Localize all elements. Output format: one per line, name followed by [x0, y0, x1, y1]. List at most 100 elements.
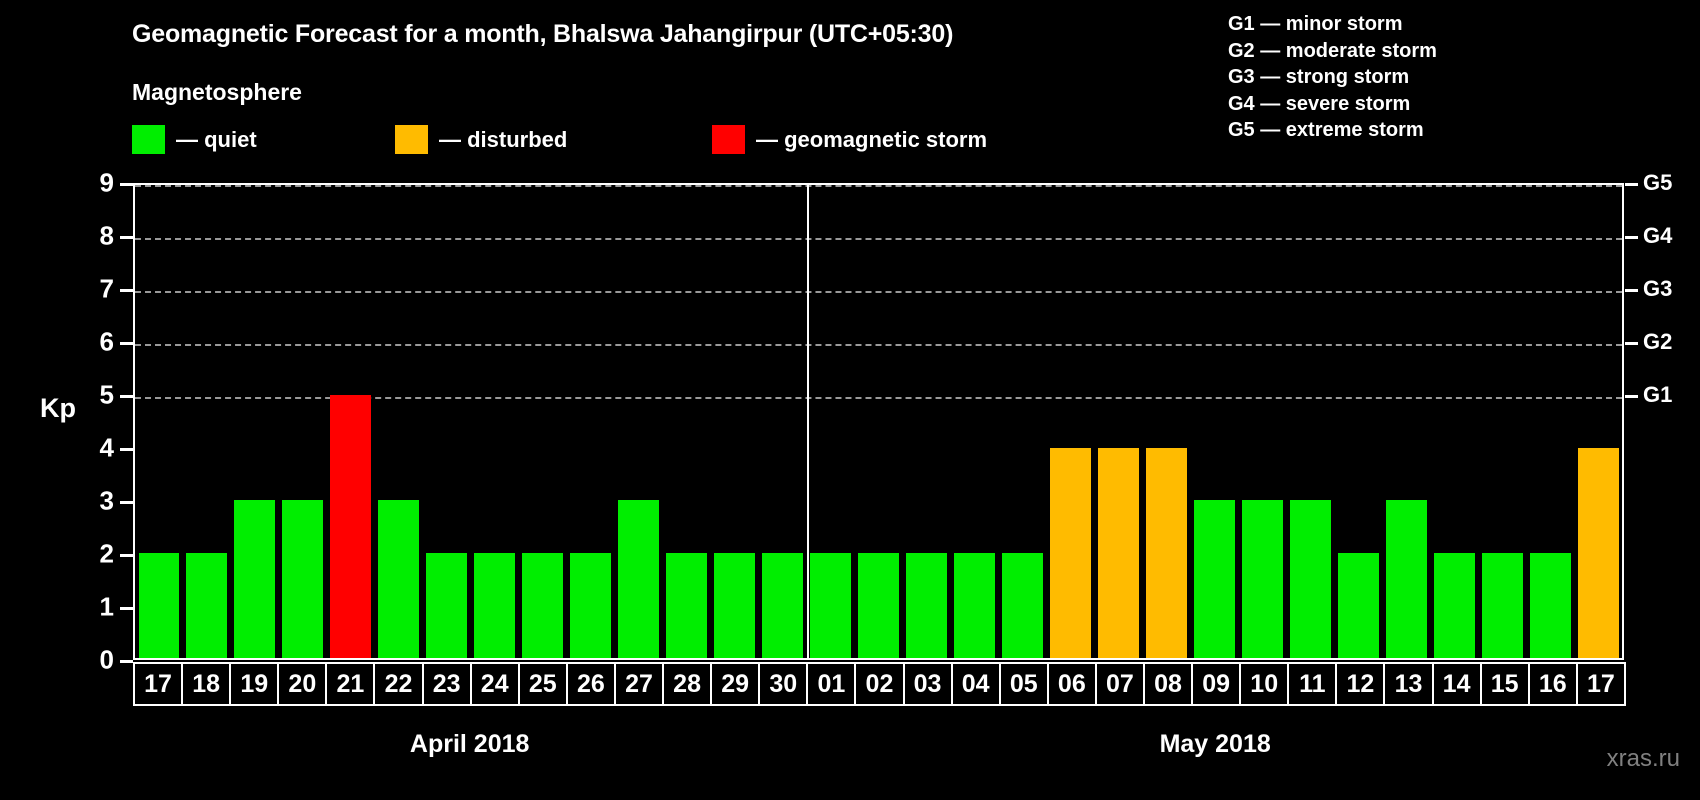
bar-april-28[interactable] [666, 552, 708, 658]
y-axis-tick-label: 1 [99, 591, 114, 622]
bar-april-29[interactable] [714, 552, 756, 658]
day-label-22: 09 [1191, 662, 1242, 706]
y-axis-tick [120, 448, 133, 451]
y-axis-tick-label: 5 [99, 379, 114, 410]
bar-cell [1286, 185, 1334, 658]
y-axis-tick-label: 4 [99, 432, 114, 463]
bar-cell [855, 185, 903, 658]
g-axis-label-g5: G5 [1643, 170, 1673, 195]
day-label-2: 19 [229, 662, 280, 706]
bar-may-01[interactable] [810, 552, 852, 658]
bar-cell [471, 185, 519, 658]
bar-may-07[interactable] [1097, 447, 1139, 658]
bar-cell [567, 185, 615, 658]
bar-april-23[interactable] [426, 552, 468, 658]
y-axis-tick [120, 660, 133, 663]
bar-april-19[interactable] [234, 500, 276, 658]
bar-may-13[interactable] [1385, 500, 1427, 658]
bar-cell [663, 185, 711, 658]
bar-cell [327, 185, 375, 658]
day-label-3: 20 [277, 662, 328, 706]
day-label-21: 08 [1142, 662, 1194, 706]
y-axis-tick-label: 0 [99, 644, 114, 675]
bar-may-05[interactable] [1001, 552, 1043, 658]
bar-may-09[interactable] [1193, 500, 1235, 658]
y-axis-tick-label: 8 [99, 220, 114, 251]
bar-april-27[interactable] [618, 500, 660, 658]
day-label-29: 16 [1527, 662, 1578, 706]
bar-may-16[interactable] [1529, 552, 1571, 658]
bar-cell [135, 185, 183, 658]
legend-swatch-quiet [132, 125, 165, 154]
bar-april-17[interactable] [138, 552, 180, 658]
day-label-27: 14 [1431, 662, 1482, 706]
day-label-8: 25 [517, 662, 568, 706]
bar-cell [950, 185, 998, 658]
gridline [135, 397, 1622, 399]
y-axis-tick-label: 6 [99, 326, 114, 357]
storm-scale-item-g3: G3 — strong storm [1228, 66, 1410, 88]
y-axis-tick-label: 9 [99, 167, 114, 198]
day-label-17: 04 [950, 662, 1001, 706]
bar-april-25[interactable] [522, 552, 564, 658]
day-label-24: 11 [1287, 662, 1338, 706]
day-label-16: 03 [902, 662, 953, 706]
bar-april-20[interactable] [282, 500, 324, 658]
y-axis-tick [120, 395, 133, 398]
day-label-11: 28 [662, 662, 713, 706]
bar-april-21[interactable] [330, 395, 372, 658]
bar-april-26[interactable] [570, 552, 612, 658]
bar-cell [1334, 185, 1382, 658]
bar-may-04[interactable] [953, 552, 995, 658]
g-axis-tick [1625, 395, 1638, 398]
bar-cell [183, 185, 231, 658]
bar-cell [1382, 185, 1430, 658]
day-label-14: 01 [806, 662, 857, 706]
bar-may-12[interactable] [1337, 552, 1379, 658]
bar-may-15[interactable] [1481, 552, 1523, 658]
storm-scale-item-g2: G2 — moderate storm [1228, 39, 1437, 62]
bar-series [135, 185, 1622, 658]
bar-may-06[interactable] [1049, 447, 1091, 658]
x-axis-day-labels: 17 18 19 20 21 22 23 24 25 26 27 28 29 30 01 02 03 04 05 06… [133, 662, 1626, 706]
bar-april-18[interactable] [186, 552, 228, 658]
legend-label-disturbed: — disturbed [439, 126, 568, 152]
bar-cell [759, 185, 807, 658]
bar-cell [375, 185, 423, 658]
bar-may-11[interactable] [1289, 500, 1331, 658]
bar-may-08[interactable] [1145, 447, 1187, 658]
bar-cell [1430, 185, 1478, 658]
bar-april-30[interactable] [762, 552, 804, 658]
bar-april-24[interactable] [474, 552, 516, 658]
bar-cell [711, 185, 759, 658]
storm-scale-item-g5: G5 — extreme storm [1228, 119, 1424, 141]
day-label-18: 05 [998, 662, 1049, 706]
day-label-4: 21 [325, 662, 376, 706]
g-axis-label-g1: G1 [1643, 382, 1673, 407]
bar-cell [1094, 185, 1142, 658]
bar-may-10[interactable] [1241, 500, 1283, 658]
bar-may-17[interactable] [1577, 447, 1619, 658]
bar-cell [1574, 185, 1622, 658]
day-label-12: 29 [710, 662, 761, 706]
y-axis-tick-label: 3 [99, 485, 114, 516]
y-axis-tick-label: 2 [99, 538, 114, 569]
bar-april-22[interactable] [378, 500, 420, 658]
day-label-19: 06 [1046, 662, 1097, 706]
bar-cell [1526, 185, 1574, 658]
month-label-may: May 2018 [1159, 730, 1271, 758]
storm-scale-item-g1: G1 — minor storm [1228, 13, 1403, 35]
legend-swatch-storm [712, 125, 745, 154]
bar-cell [231, 185, 279, 658]
bar-may-02[interactable] [858, 552, 899, 658]
day-label-5: 22 [373, 662, 424, 706]
gridline [135, 291, 1622, 293]
bar-cell [1142, 185, 1190, 658]
bar-may-03[interactable] [906, 552, 947, 658]
legend-swatch-disturbed [395, 125, 428, 154]
bar-cell [1478, 185, 1526, 658]
bar-may-14[interactable] [1433, 552, 1475, 658]
g-axis-tick [1625, 289, 1638, 292]
y-axis-tick [120, 501, 133, 504]
